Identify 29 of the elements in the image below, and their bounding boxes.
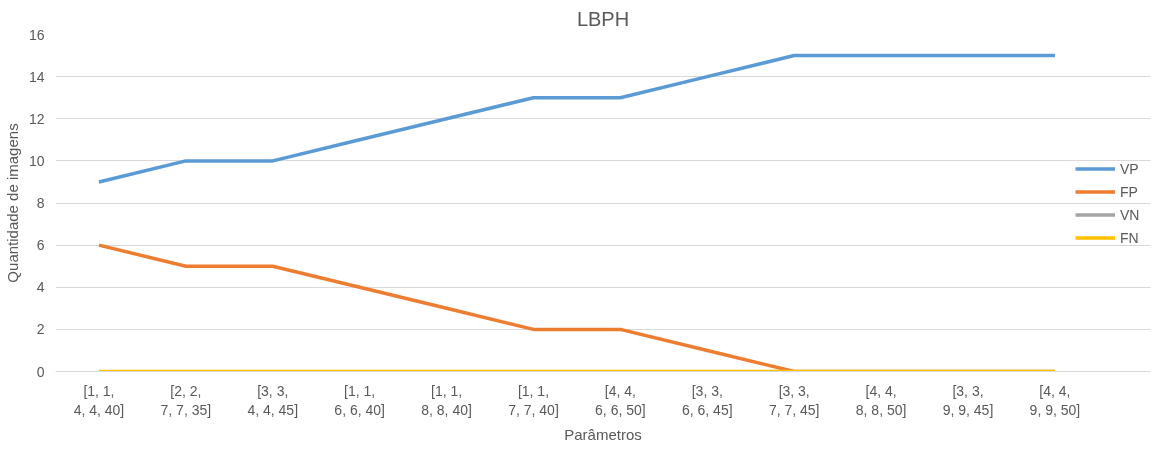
y-tick-label: 14 <box>28 68 45 85</box>
y-tick-label: 10 <box>28 152 45 169</box>
legend-label: FN <box>1120 229 1140 245</box>
y-axis-title: Quantidade de imagens <box>3 123 21 283</box>
x-tick-label: [1, 1, 6, 6, 40] <box>334 382 385 418</box>
x-tick-label: [3, 3, 7, 7, 45] <box>768 382 820 418</box>
x-tick-label: [3, 3, 6, 6, 45] <box>681 382 733 418</box>
line-series <box>97 53 1057 184</box>
x-tick-label: [4, 4, 9, 9, 50] <box>1029 382 1081 418</box>
legend-label: VP <box>1120 160 1140 176</box>
chart-title: LBPH <box>576 7 630 30</box>
y-tick-label: 12 <box>28 110 45 127</box>
y-tick-label: 8 <box>36 195 45 211</box>
x-tick-label: [3, 3, 4, 4, 45] <box>247 382 299 418</box>
y-tick-label: 16 <box>28 26 45 43</box>
x-tick-label: [1, 1, 7, 7, 40] <box>508 382 559 418</box>
x-tick-label: [4, 4, 6, 6, 50] <box>595 382 646 418</box>
y-tick-label: 4 <box>36 279 45 296</box>
y-tick-label: 6 <box>36 237 45 254</box>
x-tick-label: [3, 3, 9, 9, 45] <box>942 382 994 418</box>
legend-label: FP <box>1120 183 1139 199</box>
x-tick-label: [1, 1, 4, 4, 40] <box>73 382 125 418</box>
x-tick-label: [2, 2, 7, 7, 35] <box>160 382 212 418</box>
x-tick-label: [4, 4, 8, 8, 50] <box>855 382 907 418</box>
x-tick-label: [1, 1, 8, 8, 40] <box>421 382 472 418</box>
y-tick-label: 0 <box>36 363 45 380</box>
x-axis-title: Parâmetros <box>564 425 642 443</box>
y-tick-label: 2 <box>36 321 45 338</box>
legend-label: VN <box>1120 206 1140 222</box>
